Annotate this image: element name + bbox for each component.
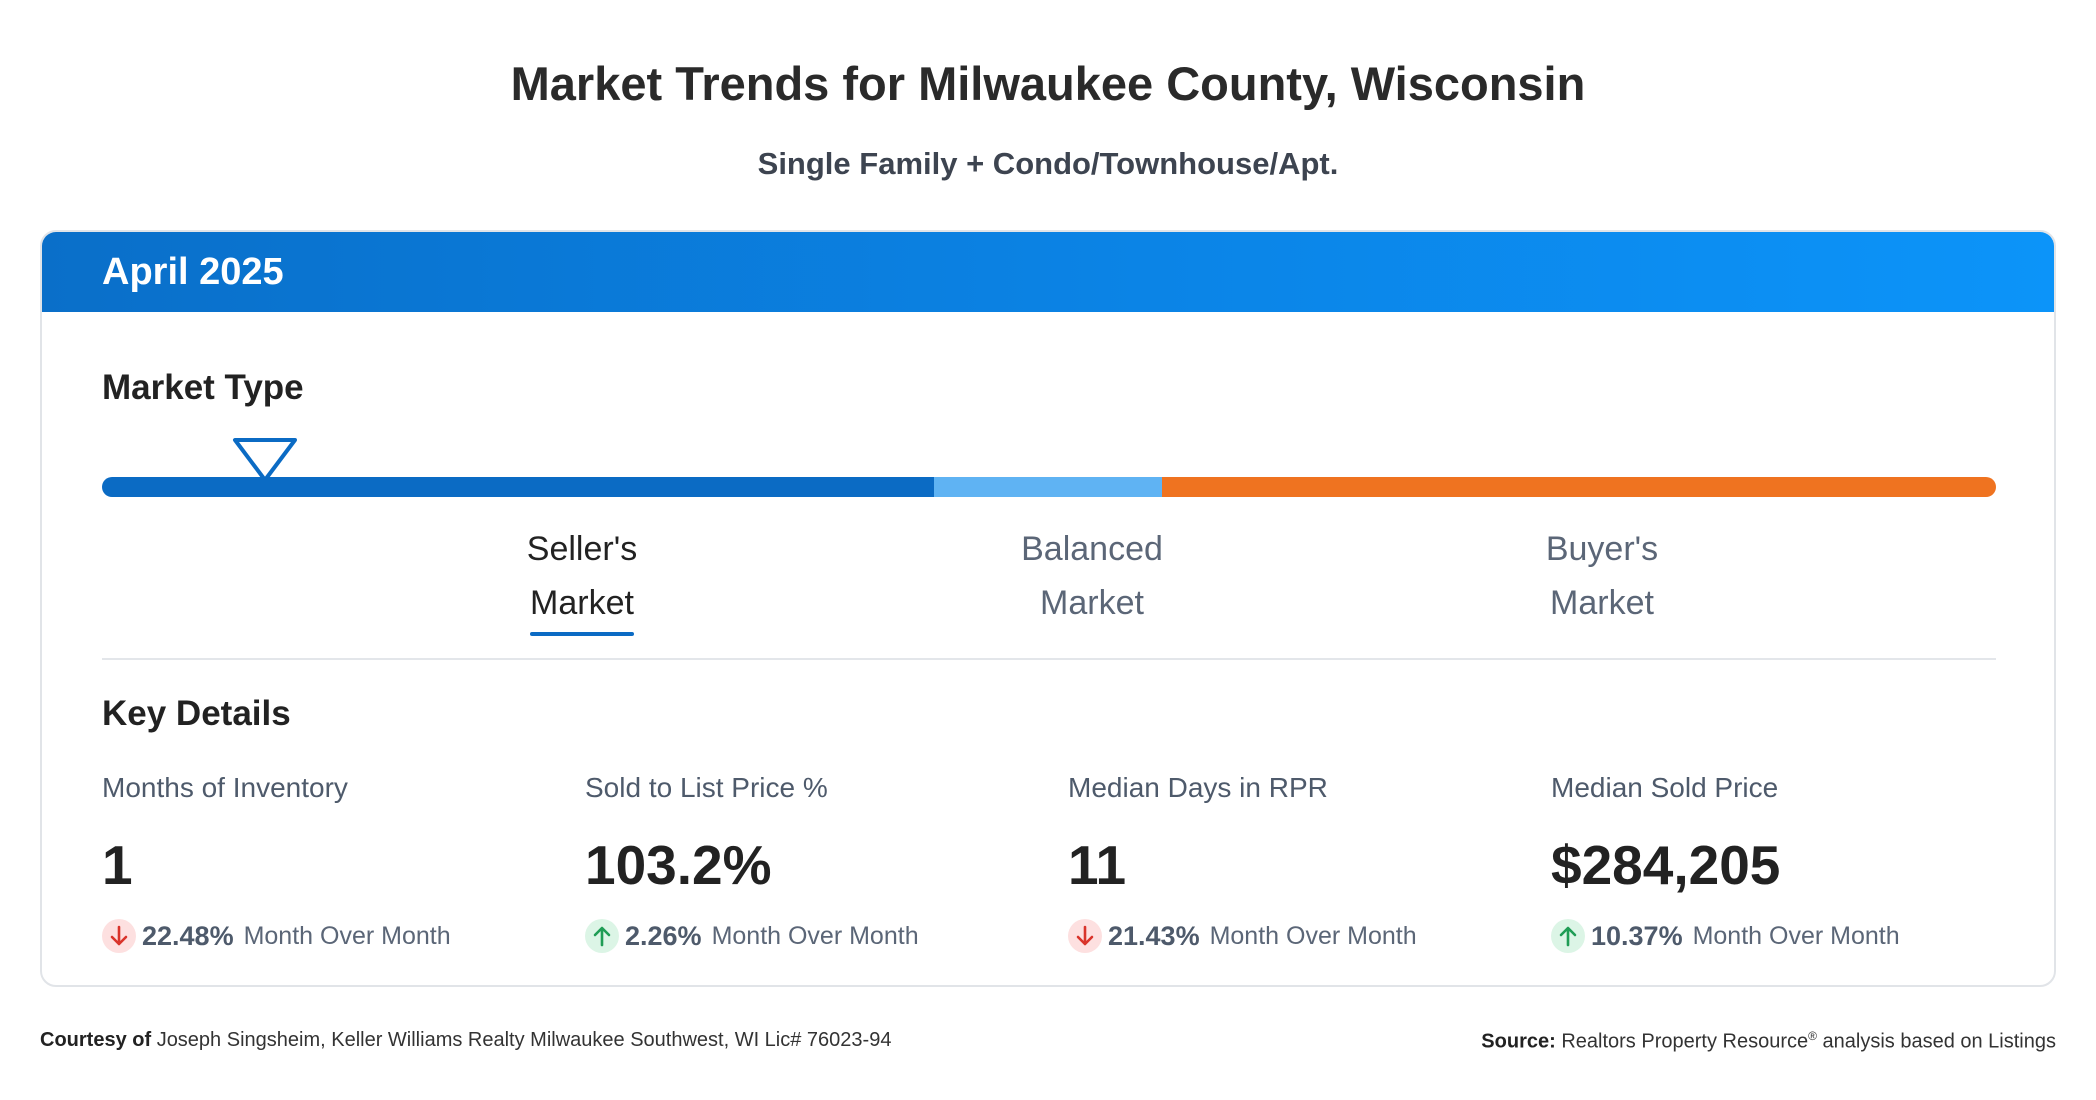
buyers-market-label-line2: Market: [1550, 584, 1654, 622]
card-header: April 2025: [42, 232, 2054, 312]
metric-value: $284,205: [1551, 834, 1781, 896]
key-details-heading: Key Details: [102, 694, 291, 733]
metric-median-sold-price: Median Sold Price $284,205 10.37% Month …: [1551, 772, 1991, 954]
registered-mark: ®: [1808, 1029, 1817, 1043]
source-prefix: Source:: [1481, 1030, 1556, 1053]
source-note: Source: Realtors Property Resource® anal…: [1481, 1029, 2056, 1054]
metric-value: 1: [102, 834, 133, 896]
arrow-down-icon: [102, 919, 136, 953]
market-indicator-icon: [233, 438, 297, 482]
market-type-bar: [102, 477, 1996, 497]
buyers-market-label-line1: Buyer's: [1545, 530, 1659, 568]
page-title: Market Trends for Milwaukee County, Wisc…: [510, 57, 1586, 110]
change-percent: 22.48%: [142, 920, 234, 951]
buyers-market-label: Buyer's Market: [1482, 522, 1722, 630]
market-card: April 2025 Market Type Seller's Market B…: [40, 230, 2056, 987]
change-period: Month Over Month: [1692, 921, 1900, 950]
metric-median-days-in-rpr: Median Days in RPR 11 21.43% Month Over …: [1068, 772, 1508, 954]
balanced-market-label: Balanced Market: [972, 522, 1212, 630]
metric-sold-to-list-price: Sold to List Price % 103.2% 2.26% Month …: [585, 772, 1025, 954]
metric-label: Median Days in RPR: [1068, 772, 1328, 803]
metric-label: Months of Inventory: [102, 772, 348, 803]
buyers-market-segment: [1162, 477, 1996, 497]
page-subtitle: Single Family + Condo/Townhouse/Apt.: [757, 146, 1339, 181]
metric-label: Median Sold Price: [1551, 772, 1779, 803]
arrow-up-icon: [585, 919, 619, 953]
metric-months-of-inventory: Months of Inventory 1 22.48% Month Over …: [102, 772, 542, 954]
report-period: April 2025: [102, 250, 284, 293]
change-period: Month Over Month: [243, 921, 451, 950]
balanced-market-segment: [934, 477, 1162, 497]
courtesy-note: Courtesy of Joseph Singsheim, Keller Wil…: [40, 1029, 891, 1052]
courtesy-prefix: Courtesy of: [40, 1029, 152, 1051]
source-description: analysis based on Listings: [1822, 1030, 2056, 1053]
section-divider: [102, 658, 1996, 660]
metric-change: 22.48% Month Over Month: [102, 918, 542, 954]
change-period: Month Over Month: [711, 921, 919, 950]
arrow-up-icon: [1551, 919, 1585, 953]
market-type-heading: Market Type: [102, 368, 304, 407]
sellers-market-label-line2: Market: [530, 584, 634, 622]
source-name: Realtors Property Resource: [1561, 1030, 1809, 1053]
change-percent: 21.43%: [1108, 920, 1200, 951]
change-period: Month Over Month: [1209, 921, 1417, 950]
arrow-down-icon: [1068, 919, 1102, 953]
metric-change: 21.43% Month Over Month: [1068, 918, 1508, 954]
active-market-underline: [530, 632, 634, 636]
metric-label: Sold to List Price %: [585, 772, 828, 803]
balanced-market-label-line1: Balanced: [1021, 530, 1163, 568]
change-percent: 10.37%: [1591, 920, 1683, 951]
balanced-market-label-line2: Market: [1040, 584, 1144, 622]
metric-value: 11: [1068, 834, 1127, 896]
sellers-market-segment: [102, 477, 934, 497]
metric-value: 103.2%: [585, 834, 772, 896]
metric-change: 2.26% Month Over Month: [585, 918, 1025, 954]
change-percent: 2.26%: [625, 920, 702, 951]
courtesy-text: Joseph Singsheim, Keller Williams Realty…: [156, 1029, 892, 1051]
metric-change: 10.37% Month Over Month: [1551, 918, 1991, 954]
sellers-market-label: Seller's Market: [467, 522, 697, 636]
sellers-market-label-line1: Seller's: [526, 530, 638, 568]
